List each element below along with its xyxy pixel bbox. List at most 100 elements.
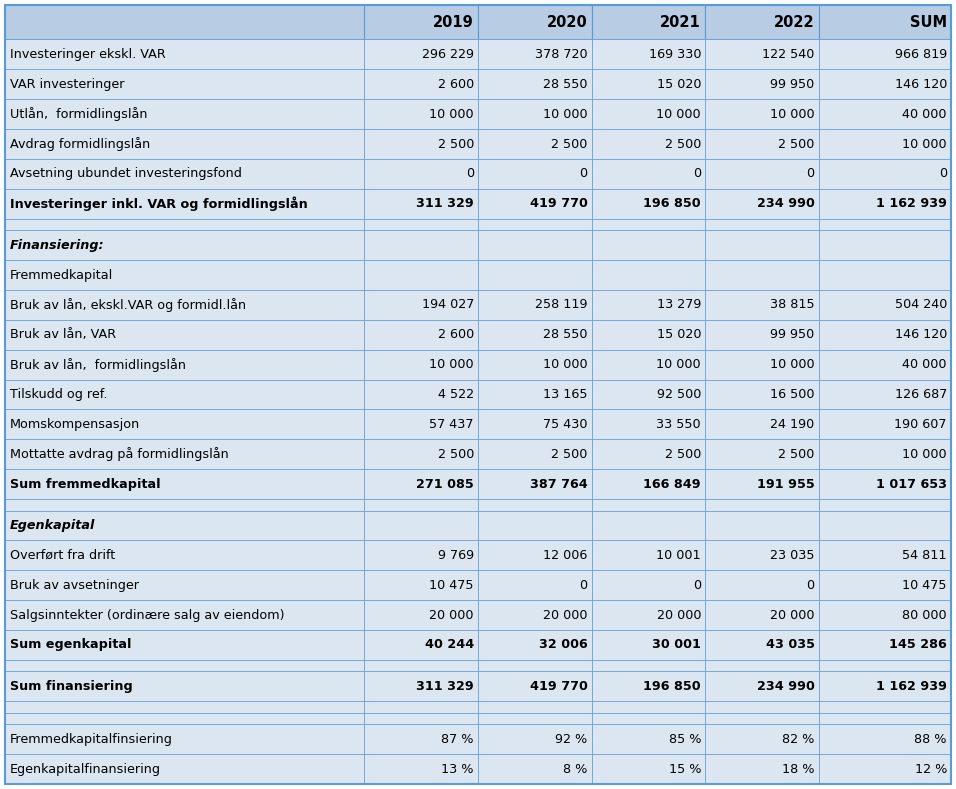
Bar	[478, 5, 592, 39]
Text: 10 000: 10 000	[657, 107, 701, 121]
Text: Avdrag formidlingslån: Avdrag formidlingslån	[10, 137, 150, 151]
Bar	[592, 159, 705, 189]
Text: 13 %: 13 %	[442, 762, 474, 776]
Bar	[705, 230, 818, 260]
Bar	[364, 69, 478, 99]
Bar	[5, 350, 364, 380]
Bar	[364, 39, 478, 69]
Bar	[478, 660, 592, 671]
Bar	[478, 219, 592, 230]
Text: 234 990: 234 990	[757, 197, 815, 211]
Bar	[818, 260, 951, 290]
Text: SUM: SUM	[910, 15, 947, 30]
Bar	[592, 320, 705, 350]
Bar	[5, 570, 364, 600]
Bar	[5, 439, 364, 469]
Bar	[705, 219, 818, 230]
Bar	[5, 290, 364, 320]
Bar	[705, 439, 818, 469]
Text: 145 286: 145 286	[889, 638, 947, 652]
Bar	[364, 5, 478, 39]
Bar	[478, 600, 592, 630]
Bar	[705, 159, 818, 189]
Bar	[5, 724, 364, 754]
Text: VAR investeringer: VAR investeringer	[10, 78, 124, 91]
Bar	[818, 570, 951, 600]
Bar	[478, 671, 592, 701]
Text: 194 027: 194 027	[422, 298, 474, 312]
Text: 82 %: 82 %	[782, 733, 815, 746]
Text: 169 330: 169 330	[648, 48, 701, 61]
Text: 0: 0	[466, 167, 474, 181]
Bar	[364, 99, 478, 129]
Bar	[364, 510, 478, 540]
Bar	[818, 600, 951, 630]
Text: 0: 0	[807, 578, 815, 592]
Bar	[478, 701, 592, 712]
Text: 92 500: 92 500	[657, 388, 701, 401]
Bar	[364, 129, 478, 159]
Text: 2 500: 2 500	[664, 137, 701, 151]
Bar	[705, 600, 818, 630]
Bar	[5, 260, 364, 290]
Bar	[705, 189, 818, 219]
Text: Bruk av lån, VAR: Bruk av lån, VAR	[10, 328, 116, 342]
Text: 4 522: 4 522	[438, 388, 474, 401]
Bar	[818, 69, 951, 99]
Text: 28 550: 28 550	[543, 78, 588, 91]
Text: 311 329: 311 329	[416, 680, 474, 693]
Bar	[364, 701, 478, 712]
Bar	[5, 159, 364, 189]
Bar	[364, 350, 478, 380]
Bar	[5, 660, 364, 671]
Text: 10 000: 10 000	[543, 107, 588, 121]
Text: 258 119: 258 119	[535, 298, 588, 312]
Text: 196 850: 196 850	[643, 680, 701, 693]
Text: 2 500: 2 500	[664, 447, 701, 461]
Bar	[592, 260, 705, 290]
Bar	[592, 69, 705, 99]
Bar	[818, 230, 951, 260]
Bar	[705, 350, 818, 380]
Bar	[705, 724, 818, 754]
Text: 13 165: 13 165	[543, 388, 588, 401]
Text: 2 500: 2 500	[438, 137, 474, 151]
Bar	[5, 469, 364, 499]
Text: 311 329: 311 329	[416, 197, 474, 211]
Bar	[592, 290, 705, 320]
Text: 0: 0	[693, 578, 701, 592]
Bar	[592, 499, 705, 510]
Bar	[592, 701, 705, 712]
Text: 40 244: 40 244	[424, 638, 474, 652]
Bar	[364, 230, 478, 260]
Bar	[5, 600, 364, 630]
Text: Sum finansiering: Sum finansiering	[10, 680, 133, 693]
Bar	[818, 660, 951, 671]
Bar	[478, 439, 592, 469]
Bar	[364, 219, 478, 230]
Bar	[592, 724, 705, 754]
Text: 122 540: 122 540	[762, 48, 815, 61]
Bar	[592, 39, 705, 69]
Bar	[818, 630, 951, 660]
Bar	[478, 129, 592, 159]
Bar	[5, 219, 364, 230]
Text: 2 500: 2 500	[552, 137, 588, 151]
Text: Finansiering:: Finansiering:	[10, 238, 104, 252]
Text: Egenkapital: Egenkapital	[10, 519, 96, 532]
Bar	[705, 380, 818, 409]
Bar	[5, 129, 364, 159]
Text: 2 600: 2 600	[438, 328, 474, 342]
Bar	[478, 230, 592, 260]
Text: 2020: 2020	[547, 15, 588, 30]
Bar	[364, 630, 478, 660]
Text: 1 017 653: 1 017 653	[876, 477, 947, 491]
Bar	[592, 630, 705, 660]
Bar	[364, 439, 478, 469]
Text: 2019: 2019	[433, 15, 474, 30]
Bar	[705, 320, 818, 350]
Bar	[5, 99, 364, 129]
Text: 966 819: 966 819	[895, 48, 947, 61]
Bar	[592, 671, 705, 701]
Text: 196 850: 196 850	[643, 197, 701, 211]
